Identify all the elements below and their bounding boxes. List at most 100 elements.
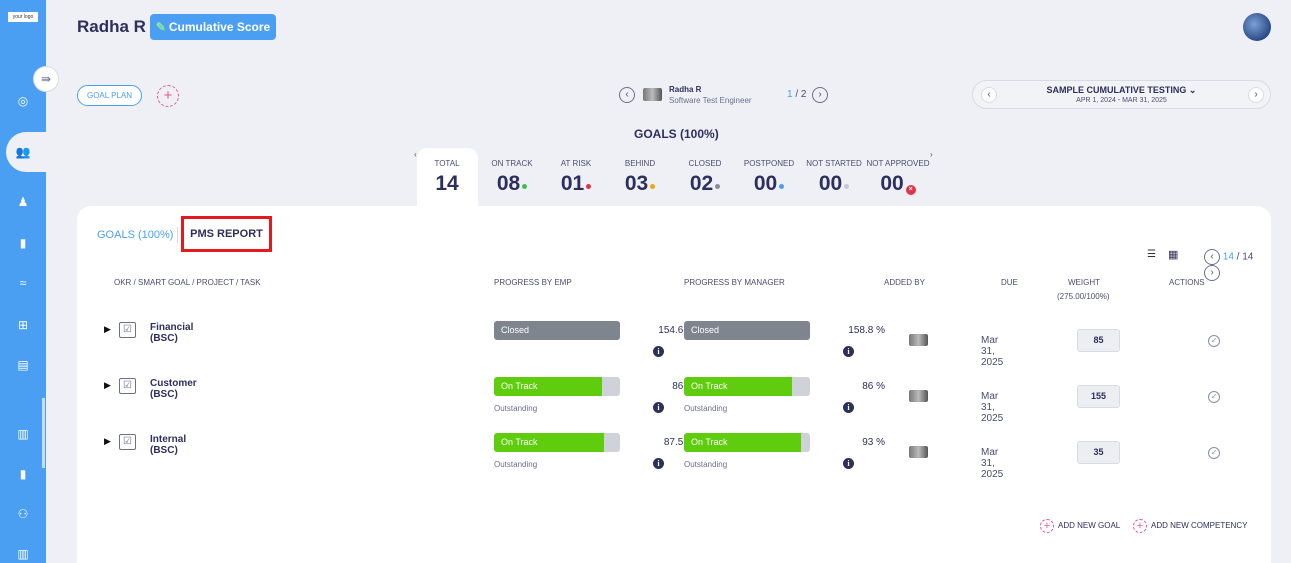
goals-page-separator: /	[1233, 251, 1243, 263]
progress-bar-mgr[interactable]: Closed	[684, 321, 810, 340]
sidebar: your logo	[0, 0, 46, 563]
progress-bar-fill	[684, 321, 810, 340]
stat-value: 00 ×	[880, 172, 916, 196]
progress-bar-mgr[interactable]: On Track	[684, 377, 810, 396]
stat-value: 00	[754, 172, 785, 196]
progress-bar-fill	[684, 433, 802, 452]
stat-label: POSTPONED	[743, 159, 795, 168]
goal-title[interactable]: Internal (BSC)	[150, 434, 187, 456]
prev-page-button[interactable]: ‹	[1204, 249, 1220, 265]
progress-rating: Outstanding	[494, 460, 538, 469]
stat-at-risk[interactable]: AT RISK 01	[536, 159, 616, 196]
sidebar-scrollbar[interactable]	[42, 398, 45, 468]
info-icon[interactable]: i	[653, 458, 664, 469]
check-circle-icon[interactable]: ✓	[1208, 335, 1220, 347]
stat-postponed[interactable]: POSTPONED 00	[729, 159, 809, 196]
expand-arrow-icon[interactable]: ▶	[104, 324, 111, 334]
period-title[interactable]: SAMPLE CUMULATIVE TESTING ⌄	[973, 85, 1270, 96]
chevron-down-icon: ⌄	[1188, 85, 1197, 95]
info-icon[interactable]: i	[843, 346, 854, 357]
prev-employee-button[interactable]: ‹	[619, 87, 635, 103]
progress-bar-emp[interactable]: On Track	[494, 433, 620, 452]
stat-value: 08	[497, 172, 528, 196]
status-dot	[779, 184, 785, 189]
total-stat-tab[interactable]	[417, 148, 478, 206]
expand-arrow-icon[interactable]: ▶	[104, 436, 111, 446]
handshake-icon[interactable]: ≈	[19, 276, 27, 290]
cumulative-score-button[interactable]: ✎ Cumulative Score	[150, 14, 276, 40]
column-header-progress-manager: PROGRESS BY MANAGER	[684, 278, 785, 287]
report-icon[interactable]: ▤	[17, 358, 29, 372]
progress-percent: 86 %	[672, 381, 695, 392]
add-new-competency-button[interactable]: + ADD NEW COMPETENCY	[1133, 519, 1247, 533]
stat-on-track[interactable]: ON TRACK 08	[472, 159, 552, 196]
sidebar-toggle-button[interactable]: ⇛	[33, 66, 59, 92]
goal-checklist-icon: ☑	[119, 378, 136, 394]
stats-next-icon[interactable]: ›	[930, 150, 933, 159]
added-by-avatar	[909, 334, 928, 346]
chevron-right-icon: ›	[1254, 89, 1258, 100]
chevron-right-icon: ›	[818, 89, 822, 100]
stats-prev-icon[interactable]: ‹	[414, 150, 417, 159]
add-new-goal-button[interactable]: + ADD NEW GOAL	[1040, 519, 1120, 533]
check-circle-icon[interactable]: ✓	[1208, 391, 1220, 403]
weight-input[interactable]: 155	[1077, 385, 1120, 408]
group-icon[interactable]: ⚇	[17, 507, 29, 521]
hierarchy-icon[interactable]: ⊞	[17, 318, 29, 332]
stat-not-approved[interactable]: NOT APPROVED 00 ×	[858, 159, 938, 196]
stat-behind[interactable]: BEHIND 03	[600, 159, 680, 196]
close-icon: ×	[905, 185, 916, 195]
chart-icon[interactable]: ▥	[17, 427, 29, 441]
stat-value: 03	[625, 172, 656, 196]
goal-title[interactable]: Financial (BSC)	[150, 322, 194, 344]
stat-total[interactable]: TOTAL 14	[407, 159, 487, 196]
employee-current-page: 1	[787, 89, 793, 100]
stat-label: ON TRACK	[491, 159, 533, 168]
grid-view-icon[interactable]: ▦	[1168, 249, 1179, 261]
tab-pms-report[interactable]: PMS REPORT	[181, 216, 272, 252]
goal-plan-button[interactable]: GOAL PLAN	[77, 85, 142, 106]
info-icon[interactable]: i	[843, 458, 854, 469]
book-icon[interactable]: ▮	[19, 236, 27, 250]
progress-percent: 87.5 %	[663, 437, 695, 448]
progress-bar-emp[interactable]: On Track	[494, 377, 620, 396]
added-by-avatar	[909, 446, 928, 458]
stat-not-started[interactable]: NOT STARTED 00	[794, 159, 874, 196]
list-view-icon[interactable]: ☰	[1147, 249, 1156, 260]
progress-bar-emp[interactable]: Closed	[494, 321, 620, 340]
period-selector[interactable]: ‹ SAMPLE CUMULATIVE TESTING ⌄ APR 1, 202…	[972, 80, 1271, 109]
weight-input[interactable]: 35	[1077, 441, 1120, 464]
employee-name: Radha R	[669, 85, 702, 94]
info-icon[interactable]: i	[653, 402, 664, 413]
tab-divider	[177, 227, 178, 243]
info-icon[interactable]: i	[653, 346, 664, 357]
pencil-icon: ✎	[155, 20, 166, 34]
chart2-icon[interactable]: ▥	[17, 547, 29, 561]
goal-title[interactable]: Customer (BSC)	[150, 378, 197, 400]
target-icon[interactable]: ◎	[17, 94, 29, 108]
due-date: Mar 31, 2025	[981, 447, 1004, 480]
add-new-competency-label: ADD NEW COMPETENCY	[1151, 521, 1248, 531]
company-logo: your logo	[8, 12, 38, 22]
sidebar-item-active[interactable]: 👥	[6, 132, 48, 172]
column-header-weight: WEIGHT	[1068, 278, 1100, 287]
person-icon[interactable]: ♟	[17, 195, 29, 209]
stat-closed[interactable]: CLOSED 02	[665, 159, 745, 196]
add-plan-button[interactable]: +	[157, 85, 179, 107]
tab-goals[interactable]: GOALS (100%)	[97, 229, 174, 241]
employee-avatar	[643, 88, 662, 101]
next-page-button[interactable]: ›	[1204, 265, 1220, 281]
info-icon[interactable]: i	[843, 402, 854, 413]
prev-period-button[interactable]: ‹	[981, 87, 997, 103]
next-period-button[interactable]: ›	[1248, 87, 1264, 103]
due-date: Mar 31, 2025	[981, 335, 1004, 368]
avatar[interactable]	[1243, 13, 1271, 41]
expand-arrow-icon[interactable]: ▶	[104, 380, 111, 390]
progress-percent: 158.8 %	[848, 325, 885, 336]
weight-input[interactable]: 85	[1077, 329, 1120, 352]
progress-percent: 93 %	[862, 437, 885, 448]
check-circle-icon[interactable]: ✓	[1208, 447, 1220, 459]
progress-bar-mgr[interactable]: On Track	[684, 433, 810, 452]
book2-icon[interactable]: ▮	[19, 467, 27, 481]
next-employee-button[interactable]: ›	[812, 87, 828, 103]
